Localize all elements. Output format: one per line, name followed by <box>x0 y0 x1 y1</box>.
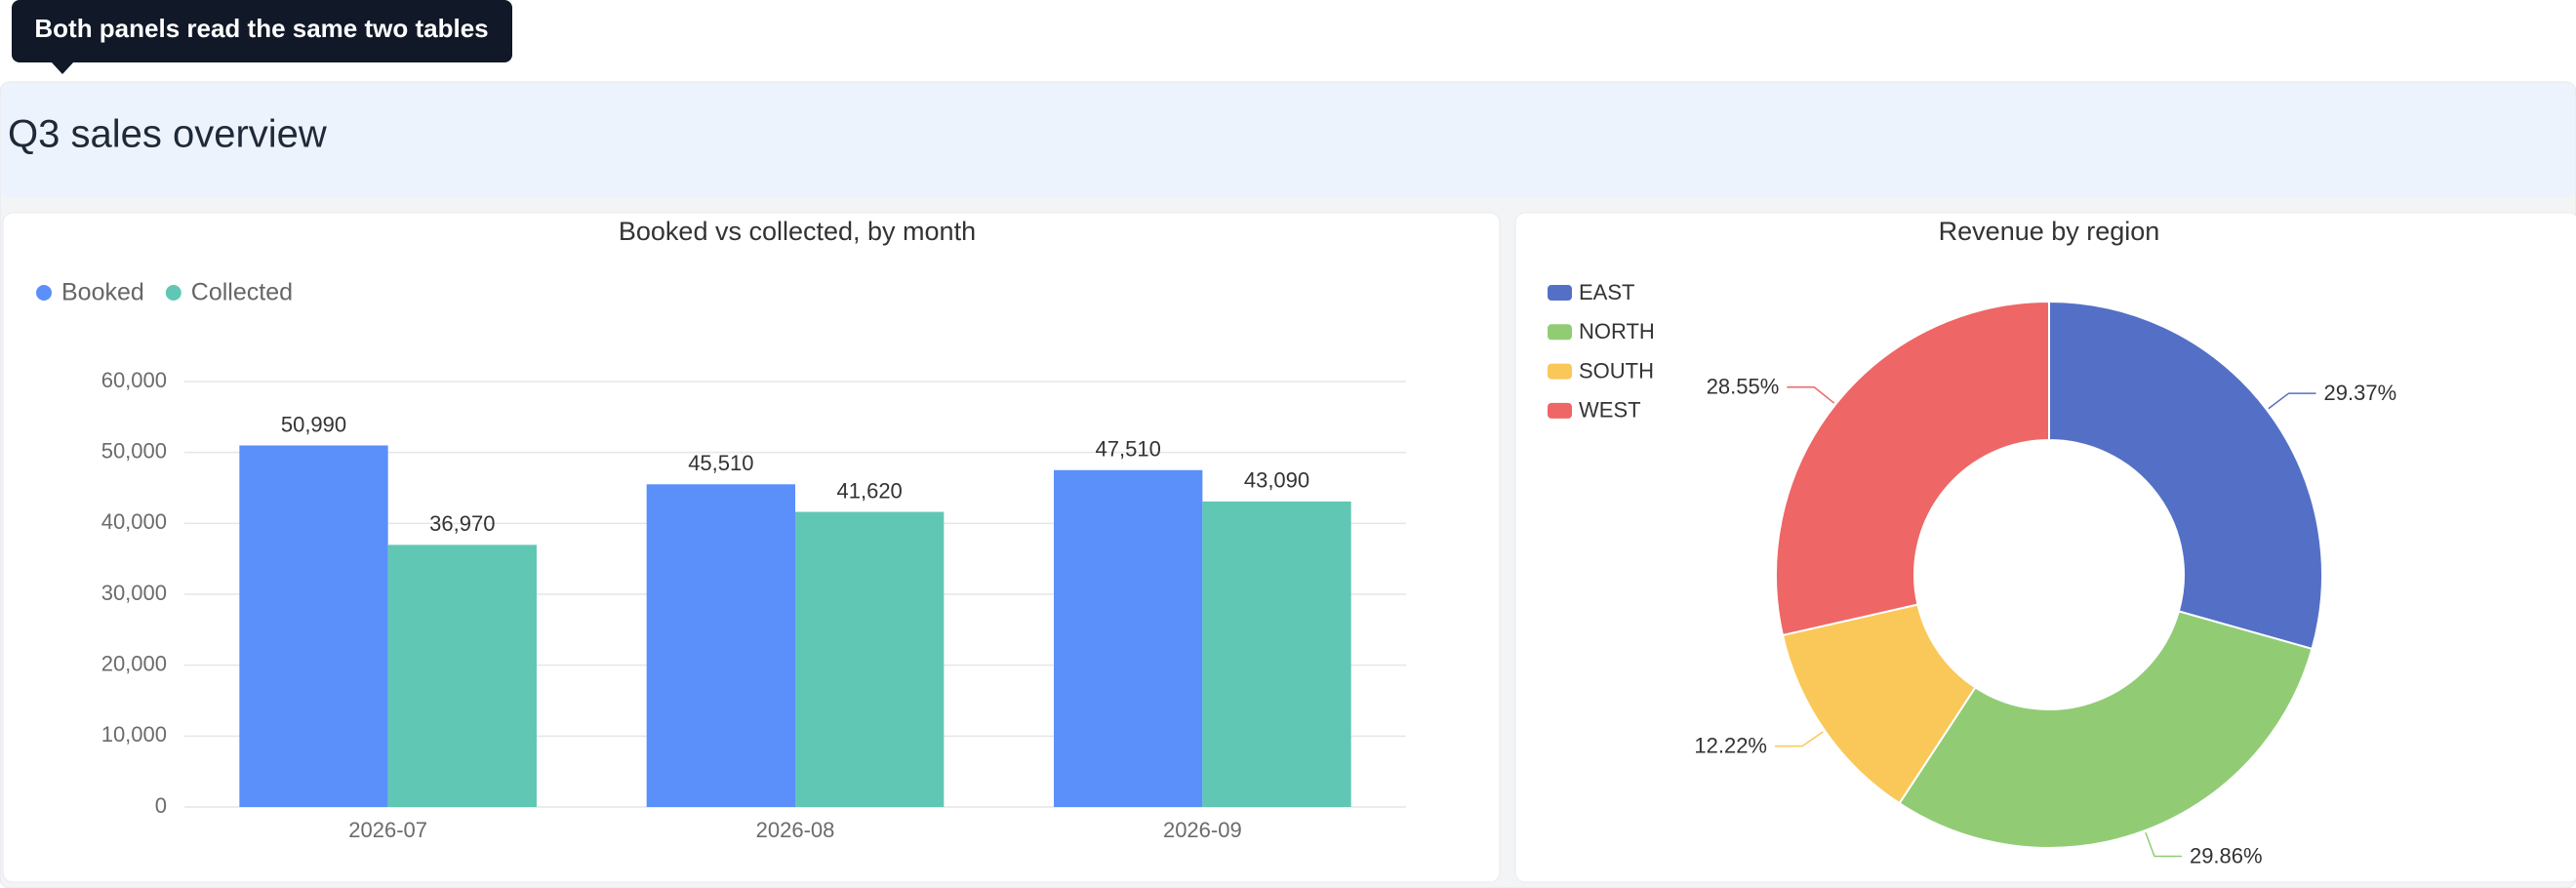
pie-slice <box>1775 300 2050 637</box>
x-tick-label: 2026-09 <box>1163 818 1242 842</box>
data-label: 43,090 <box>1244 468 1309 493</box>
y-tick-label: 40,000 <box>101 509 167 534</box>
legend-label: Collected <box>191 279 293 306</box>
legend-marker <box>1548 285 1572 301</box>
x-tick-label: 2026-07 <box>348 818 427 842</box>
tooltip: Both panels read the same two tables <box>12 0 512 74</box>
panel <box>1514 212 2576 883</box>
bar <box>1054 469 1203 807</box>
legend-label: WEST <box>1579 398 1641 423</box>
x-tick-label: 2026-08 <box>756 818 835 842</box>
legend-marker <box>36 285 52 301</box>
data-label: 45,510 <box>688 451 753 475</box>
pie-slice <box>2048 300 2323 651</box>
tooltip-text: Both panels read the same two tables <box>34 14 488 43</box>
tooltip-box <box>12 0 512 62</box>
leader-line <box>1775 731 1824 747</box>
data-label: 36,970 <box>429 511 495 536</box>
data-label: 41,620 <box>837 478 903 503</box>
legend-label: Booked <box>61 279 144 306</box>
legend-marker <box>1548 363 1572 380</box>
y-tick-label: 10,000 <box>101 722 167 747</box>
y-tick-label: 20,000 <box>101 651 167 675</box>
y-tick-label: 60,000 <box>101 368 167 392</box>
y-tick-label: 30,000 <box>101 581 167 605</box>
bar <box>1202 501 1351 807</box>
y-tick-label: 0 <box>155 793 167 818</box>
tooltip-caret <box>51 61 74 74</box>
bar <box>239 445 388 807</box>
legend-label: SOUTH <box>1579 358 1654 383</box>
leader-line <box>1787 386 1835 404</box>
bar <box>646 484 795 807</box>
pie-slice <box>1781 603 1977 805</box>
data-label: 28.55% <box>1707 375 1780 399</box>
leader-line <box>2145 831 2182 858</box>
legend-marker <box>165 285 181 301</box>
chart-title: Booked vs collected, by month <box>619 217 976 246</box>
page-title: Q3 sales overview <box>8 113 327 156</box>
chart-title: Revenue by region <box>1939 217 2160 246</box>
data-label: 29.86% <box>2190 843 2263 868</box>
legend-label: EAST <box>1579 280 1634 304</box>
legend-marker <box>1548 324 1572 341</box>
leader-line <box>2268 392 2316 410</box>
data-label: 47,510 <box>1096 437 1161 462</box>
bar <box>795 511 945 807</box>
pie-slice <box>1898 610 2314 849</box>
data-label: 50,990 <box>281 412 346 436</box>
data-label: 12.22% <box>1694 733 1767 757</box>
header-band <box>1 83 2575 198</box>
data-label: 29.37% <box>2324 381 2397 405</box>
legend-label: NORTH <box>1579 319 1655 343</box>
bar <box>387 545 537 807</box>
y-tick-label: 50,000 <box>101 438 167 463</box>
legend-marker <box>1548 402 1572 419</box>
